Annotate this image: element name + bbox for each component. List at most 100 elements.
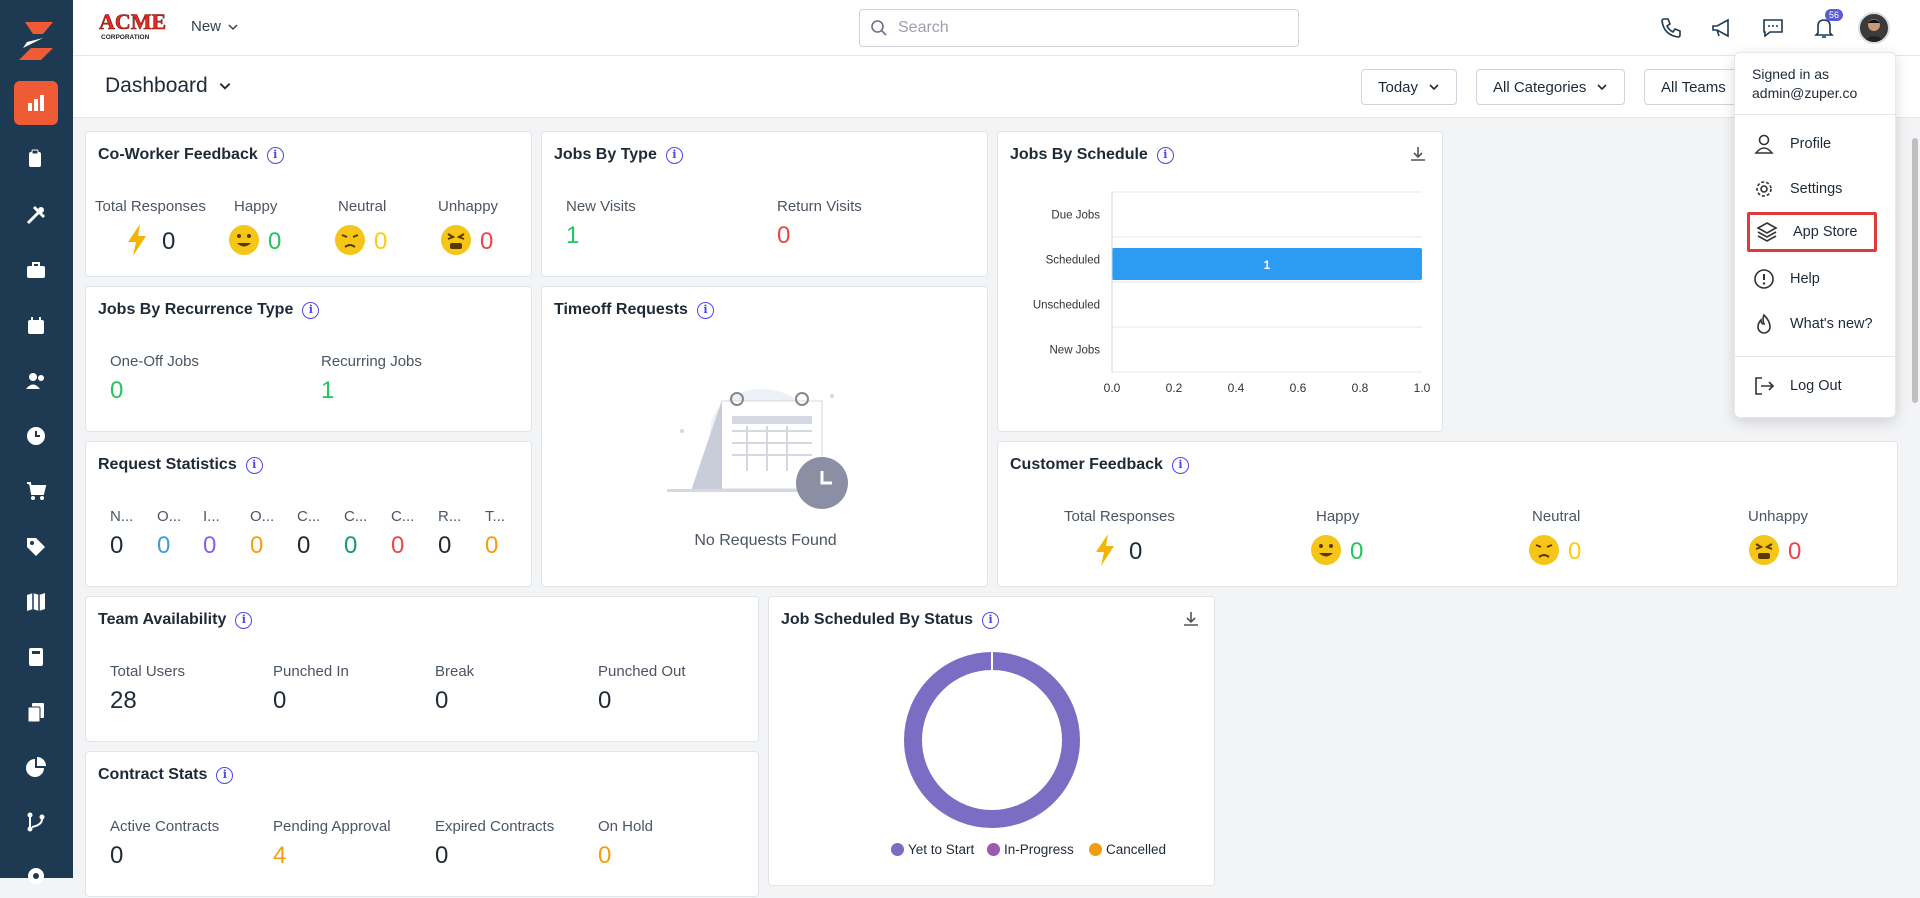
notification-badge: 56	[1824, 9, 1843, 21]
stat-value[interactable]: 0	[110, 377, 124, 404]
search-input[interactable]: Search	[898, 19, 949, 36]
sidebar-item-documents[interactable]	[14, 690, 58, 734]
date-filter[interactable]: Today	[1361, 69, 1458, 105]
stat-value[interactable]: 28	[110, 687, 137, 714]
sidebar-item-briefcase[interactable]	[14, 248, 58, 292]
info-icon[interactable]: i	[982, 611, 1000, 629]
sidebar-item-dashboard[interactable]	[14, 81, 58, 125]
stat-value[interactable]: 0	[203, 532, 217, 559]
stat-value[interactable]: 0	[110, 842, 124, 869]
donut-slice	[904, 652, 1080, 828]
announcements-button[interactable]	[1705, 11, 1739, 45]
sidebar-item-cart[interactable]	[14, 469, 58, 513]
stat-label: C...	[391, 508, 415, 525]
stat-value[interactable]: 0	[598, 842, 612, 869]
legend-item[interactable]: In-Progress	[987, 842, 1074, 857]
happy-face-icon	[229, 225, 259, 255]
stat-value[interactable]: 0	[297, 532, 311, 559]
sidebar-item-workflows[interactable]	[14, 800, 58, 844]
tick-label: 0.6	[1290, 381, 1307, 395]
sidebar-item-invoices[interactable]	[14, 635, 58, 679]
legend-label: In-Progress	[1004, 842, 1074, 857]
card-title: Job Scheduled By Status	[781, 611, 974, 628]
menu-item-settings[interactable]: Settings	[1747, 169, 1875, 209]
sidebar-item-tools[interactable]	[14, 193, 58, 237]
timeoff-card: Timeoff Requests i No Requests Found	[541, 286, 988, 587]
stat-value[interactable]: 0	[157, 532, 171, 559]
sidebar-item-timesheet[interactable]	[14, 414, 58, 458]
info-icon[interactable]: i	[216, 766, 234, 784]
person-icon	[1754, 134, 1774, 154]
stat-value[interactable]: 0	[485, 532, 499, 559]
info-icon[interactable]: i	[302, 301, 320, 319]
sidebar-item-tags[interactable]	[14, 525, 58, 569]
acme-logo[interactable]: ACME CORPORATION	[97, 8, 169, 42]
jobs-by-type-card: Jobs By Type i New Visits Return Visits 1…	[541, 131, 988, 277]
sidebar-item-jobs[interactable]	[14, 137, 58, 181]
happy-face-icon	[1311, 535, 1341, 565]
team-availability-card: Team Availability i Total Users Punched I…	[85, 596, 759, 742]
tag-icon	[27, 538, 45, 556]
stat-value[interactable]: 0	[273, 687, 287, 714]
category-filter[interactable]: All Categories	[1476, 69, 1626, 105]
stat-value: 0	[1350, 538, 1364, 565]
phone-button[interactable]	[1654, 11, 1688, 45]
info-icon[interactable]: i	[696, 301, 714, 319]
signed-in-label: Signed in as	[1752, 66, 1830, 82]
jobs-by-schedule-chart: Due Jobs Scheduled 1 Unscheduled New Jobs 0.0…	[1033, 191, 1431, 395]
stat-value[interactable]: 0	[250, 532, 264, 559]
stat-value[interactable]: 0	[391, 532, 405, 559]
sidebar	[0, 0, 73, 884]
stat-value[interactable]: 0	[344, 532, 358, 559]
stat-label: C...	[344, 508, 368, 525]
stat-value[interactable]: 0	[435, 687, 449, 714]
stat-value[interactable]: 1	[566, 222, 580, 249]
avatar[interactable]	[1858, 12, 1890, 44]
stat-value[interactable]: 4	[273, 842, 287, 869]
bar	[1112, 248, 1422, 280]
legend-item[interactable]: Cancelled	[1089, 842, 1166, 857]
dashboard-selector[interactable]: Dashboard	[105, 74, 232, 98]
stat-value[interactable]: 1	[321, 377, 335, 404]
stat-value[interactable]: 0	[438, 532, 452, 559]
menu-item-help[interactable]: Help	[1747, 259, 1875, 299]
info-icon[interactable]: i	[235, 611, 253, 629]
request-stats-card: Request Statistics i N... O... I... O... …	[85, 441, 532, 587]
stat-value[interactable]: 0	[110, 532, 124, 559]
neutral-face-icon	[335, 225, 365, 255]
lightning-icon	[1096, 534, 1114, 566]
info-icon[interactable]: i	[1171, 456, 1189, 474]
info-icon[interactable]: i	[266, 146, 284, 164]
stat-label: Unhappy	[1748, 508, 1809, 525]
stat-value: 0	[1568, 538, 1582, 565]
menu-item-profile[interactable]: Profile	[1747, 124, 1875, 164]
sidebar-item-map[interactable]	[14, 580, 58, 624]
info-icon[interactable]: i	[665, 146, 683, 164]
page-title: Dashboard	[105, 74, 208, 97]
info-icon[interactable]: i	[1156, 146, 1174, 164]
search-box[interactable]: Search	[859, 9, 1299, 47]
contract-stats-card: Contract Stats i Active Contracts Pending…	[85, 751, 759, 897]
new-button[interactable]: New	[191, 18, 239, 35]
download-icon[interactable]	[1408, 144, 1428, 164]
sidebar-item-reports[interactable]	[14, 745, 58, 789]
stat-value: 0	[162, 228, 176, 255]
category-label: New Jobs	[1050, 345, 1101, 357]
stat-value[interactable]: 0	[598, 687, 612, 714]
notifications-button[interactable]: 56	[1807, 9, 1843, 45]
sidebar-item-calendar[interactable]	[14, 304, 58, 348]
stat-value[interactable]: 0	[777, 222, 791, 249]
download-icon[interactable]	[1181, 609, 1201, 629]
scrollbar[interactable]	[1912, 138, 1918, 403]
chat-icon	[1763, 19, 1783, 38]
sidebar-item-customers[interactable]	[14, 359, 58, 403]
legend-item[interactable]: Yet to Start	[891, 842, 974, 857]
chat-button[interactable]	[1756, 11, 1790, 45]
info-icon[interactable]: i	[245, 456, 263, 474]
menu-item-app-store[interactable]: App Store	[1747, 212, 1877, 252]
menu-item-whats-new[interactable]: What's new?	[1747, 304, 1875, 344]
sidebar-item-settings[interactable]	[14, 854, 58, 898]
stat-value[interactable]: 0	[435, 842, 449, 869]
menu-item-logout[interactable]: Log Out	[1747, 366, 1875, 406]
zuper-logo[interactable]	[13, 18, 59, 64]
